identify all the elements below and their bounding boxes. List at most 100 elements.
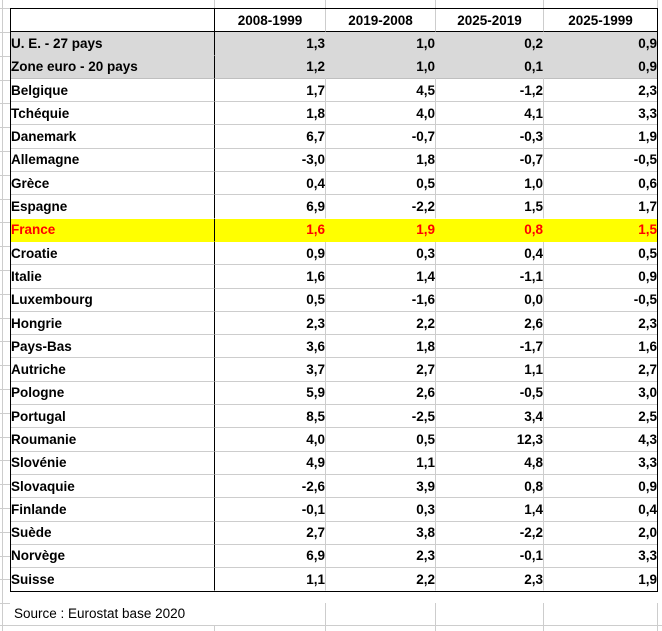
value-cell[interactable]: -0,5 (544, 289, 657, 312)
row-label-cell[interactable]: Grèce (11, 172, 215, 196)
value-cell[interactable]: 2,7 (326, 358, 436, 382)
value-cell[interactable]: 1,0 (326, 32, 436, 56)
value-cell[interactable]: 1,9 (544, 568, 657, 592)
value-cell[interactable]: 1,4 (436, 498, 544, 522)
row-label-cell[interactable]: Danemark (11, 125, 215, 149)
value-cell[interactable]: 6,9 (215, 544, 326, 569)
value-cell[interactable]: 3,9 (326, 474, 436, 499)
value-cell[interactable]: 2,6 (326, 381, 436, 406)
value-cell[interactable]: 1,3 (215, 32, 326, 56)
row-label-cell[interactable]: Italie (11, 265, 215, 289)
value-cell[interactable]: 1,7 (215, 78, 326, 103)
value-cell[interactable]: 0,4 (544, 498, 657, 522)
value-cell[interactable]: 2,7 (215, 521, 326, 545)
value-cell[interactable]: -2,2 (326, 195, 436, 219)
value-cell[interactable]: 1,5 (544, 219, 657, 242)
value-cell[interactable]: -2,2 (436, 521, 544, 545)
corner-cell[interactable] (11, 9, 215, 33)
value-cell[interactable]: 1,6 (544, 335, 657, 359)
value-cell[interactable]: 1,8 (215, 102, 326, 126)
column-header[interactable]: 2025-1999 (544, 9, 657, 33)
value-cell[interactable]: 0,5 (544, 242, 657, 266)
value-cell[interactable]: 1,0 (326, 55, 436, 79)
value-cell[interactable]: 12,3 (436, 428, 544, 452)
value-cell[interactable]: 1,6 (215, 265, 326, 289)
column-header[interactable]: 2008-1999 (215, 9, 326, 33)
row-label-cell[interactable]: Pays-Bas (11, 335, 215, 359)
value-cell[interactable]: 0,6 (544, 172, 657, 196)
value-cell[interactable]: 0,9 (544, 56, 657, 79)
value-cell[interactable]: 2,3 (326, 544, 436, 569)
value-cell[interactable]: 3,3 (544, 545, 657, 569)
value-cell[interactable]: 0,5 (215, 288, 326, 312)
row-label-cell[interactable]: Portugal (11, 405, 215, 429)
row-label-cell[interactable]: Suisse (11, 568, 215, 592)
value-cell[interactable]: 2,6 (436, 311, 544, 336)
value-cell[interactable]: 2,0 (544, 522, 657, 545)
row-label-cell[interactable]: U. E. - 27 pays (11, 32, 215, 56)
value-cell[interactable]: 4,9 (215, 451, 326, 475)
row-label-cell[interactable]: Espagne (11, 195, 215, 219)
value-cell[interactable]: 3,6 (215, 335, 326, 359)
value-cell[interactable]: 0,8 (436, 474, 544, 499)
value-cell[interactable]: -0,5 (544, 149, 657, 173)
value-cell[interactable]: 2,5 (544, 405, 657, 429)
value-cell[interactable]: 0,1 (436, 55, 544, 79)
value-cell[interactable]: 3,0 (544, 382, 657, 406)
row-label-cell[interactable]: Finlande (11, 498, 215, 522)
column-header[interactable]: 2025-2019 (436, 9, 544, 33)
value-cell[interactable]: 1,9 (544, 125, 657, 149)
row-label-cell[interactable]: France (11, 218, 215, 242)
value-cell[interactable]: 2,2 (326, 568, 436, 592)
value-cell[interactable]: 5,9 (215, 381, 326, 406)
value-cell[interactable]: 0,4 (436, 241, 544, 266)
value-cell[interactable]: 2,3 (544, 312, 657, 336)
row-label-cell[interactable]: Allemagne (11, 148, 215, 173)
row-label-cell[interactable]: Croatie (11, 241, 215, 266)
value-cell[interactable]: 0,9 (544, 32, 657, 56)
value-cell[interactable]: 1,1 (326, 451, 436, 475)
value-cell[interactable]: 1,1 (215, 568, 326, 592)
value-cell[interactable]: 2,2 (326, 311, 436, 336)
value-cell[interactable]: 0,3 (326, 241, 436, 266)
row-label-cell[interactable]: Zone euro - 20 pays (11, 55, 215, 79)
row-label-cell[interactable]: Pologne (11, 381, 215, 406)
row-label-cell[interactable]: Roumanie (11, 428, 215, 452)
value-cell[interactable]: -1,1 (436, 265, 544, 289)
value-cell[interactable]: -0,5 (436, 381, 544, 406)
row-label-cell[interactable]: Hongrie (11, 311, 215, 336)
row-label-cell[interactable]: Norvège (11, 544, 215, 569)
row-label-cell[interactable]: Suède (11, 521, 215, 545)
value-cell[interactable]: 0,0 (436, 288, 544, 312)
value-cell[interactable]: 4,0 (326, 102, 436, 126)
value-cell[interactable]: 2,3 (544, 79, 657, 103)
value-cell[interactable]: 1,0 (436, 172, 544, 196)
value-cell[interactable]: 3,8 (326, 521, 436, 545)
value-cell[interactable]: 2,7 (544, 358, 657, 382)
value-cell[interactable]: 2,3 (436, 568, 544, 592)
value-cell[interactable]: -3,0 (215, 148, 326, 173)
value-cell[interactable]: -1,7 (436, 335, 544, 359)
column-header[interactable]: 2019-2008 (326, 9, 436, 33)
value-cell[interactable]: 0,2 (436, 32, 544, 56)
value-cell[interactable]: -1,2 (436, 78, 544, 103)
value-cell[interactable]: 8,5 (215, 405, 326, 429)
value-cell[interactable]: -0,1 (215, 498, 326, 522)
value-cell[interactable]: 1,4 (326, 265, 436, 289)
row-label-cell[interactable]: Luxembourg (11, 288, 215, 312)
row-label-cell[interactable]: Belgique (11, 78, 215, 103)
value-cell[interactable]: 6,7 (215, 125, 326, 149)
value-cell[interactable]: 1,7 (544, 195, 657, 219)
value-cell[interactable]: 0,3 (326, 498, 436, 522)
value-cell[interactable]: -2,5 (326, 405, 436, 429)
value-cell[interactable]: 1,9 (326, 218, 436, 242)
value-cell[interactable]: 0,9 (215, 241, 326, 266)
value-cell[interactable]: 0,8 (436, 218, 544, 242)
value-cell[interactable]: -1,6 (326, 288, 436, 312)
value-cell[interactable]: 0,5 (326, 172, 436, 196)
value-cell[interactable]: 1,5 (436, 195, 544, 219)
value-cell[interactable]: 4,8 (436, 451, 544, 475)
value-cell[interactable]: -0,1 (436, 544, 544, 569)
value-cell[interactable]: -0,3 (436, 125, 544, 149)
row-label-cell[interactable]: Autriche (11, 358, 215, 382)
